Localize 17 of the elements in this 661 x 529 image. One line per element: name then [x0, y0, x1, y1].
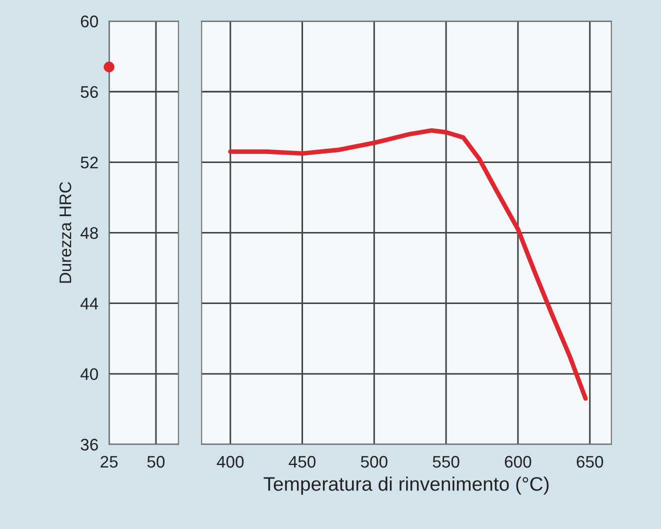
x-tick-label: 25: [100, 456, 118, 468]
y-axis-title: Durezza HRC: [59, 182, 72, 283]
x-tick-label: 400: [216, 456, 244, 468]
y-tick-label: 52: [80, 156, 98, 168]
y-tick-label: 48: [80, 227, 98, 239]
x-axis-title: Temperatura di rinvenimento (°C): [264, 476, 549, 495]
x-tick-label: 600: [504, 456, 532, 468]
y-tick-label: 44: [80, 298, 98, 310]
y-tick-label: 36: [80, 438, 98, 451]
x-tick-label: 450: [288, 456, 316, 468]
x-tick-label: 550: [432, 456, 460, 468]
y-tick-label: 56: [80, 86, 98, 98]
y-tick-label: 60: [80, 16, 98, 28]
x-tick-label: 50: [147, 456, 165, 468]
x-tick-label: 650: [576, 456, 604, 468]
x-tick-label: 500: [360, 456, 388, 468]
y-tick-label: 40: [80, 368, 98, 380]
